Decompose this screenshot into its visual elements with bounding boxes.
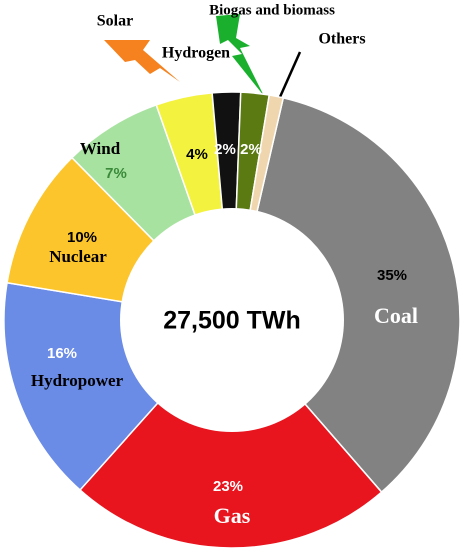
value-label: 10% [67,229,97,246]
category-label: Gas [214,503,251,528]
category-label: Hydrogen [162,45,230,62]
value-label: 16% [47,345,77,362]
value-label: 23% [213,478,243,495]
solar-arrow [104,40,180,82]
category-label: Coal [374,303,418,328]
value-label: 7% [105,165,127,182]
donut-hole [120,208,344,432]
value-label: 2% [240,141,262,158]
others-pointer [278,51,302,98]
category-label: Hydropower [31,371,124,390]
center-label: 27,500 TWh [163,307,301,335]
category-label: Biogas and biomass [209,2,335,18]
value-label: 4% [186,146,208,163]
category-label: Others [318,31,365,48]
category-label: Solar [97,13,133,30]
value-label: 2% [214,141,236,158]
value-label: 35% [377,267,407,284]
biogas-arrow [216,14,264,96]
category-label: Wind [80,139,121,158]
category-label: Nuclear [49,247,107,266]
